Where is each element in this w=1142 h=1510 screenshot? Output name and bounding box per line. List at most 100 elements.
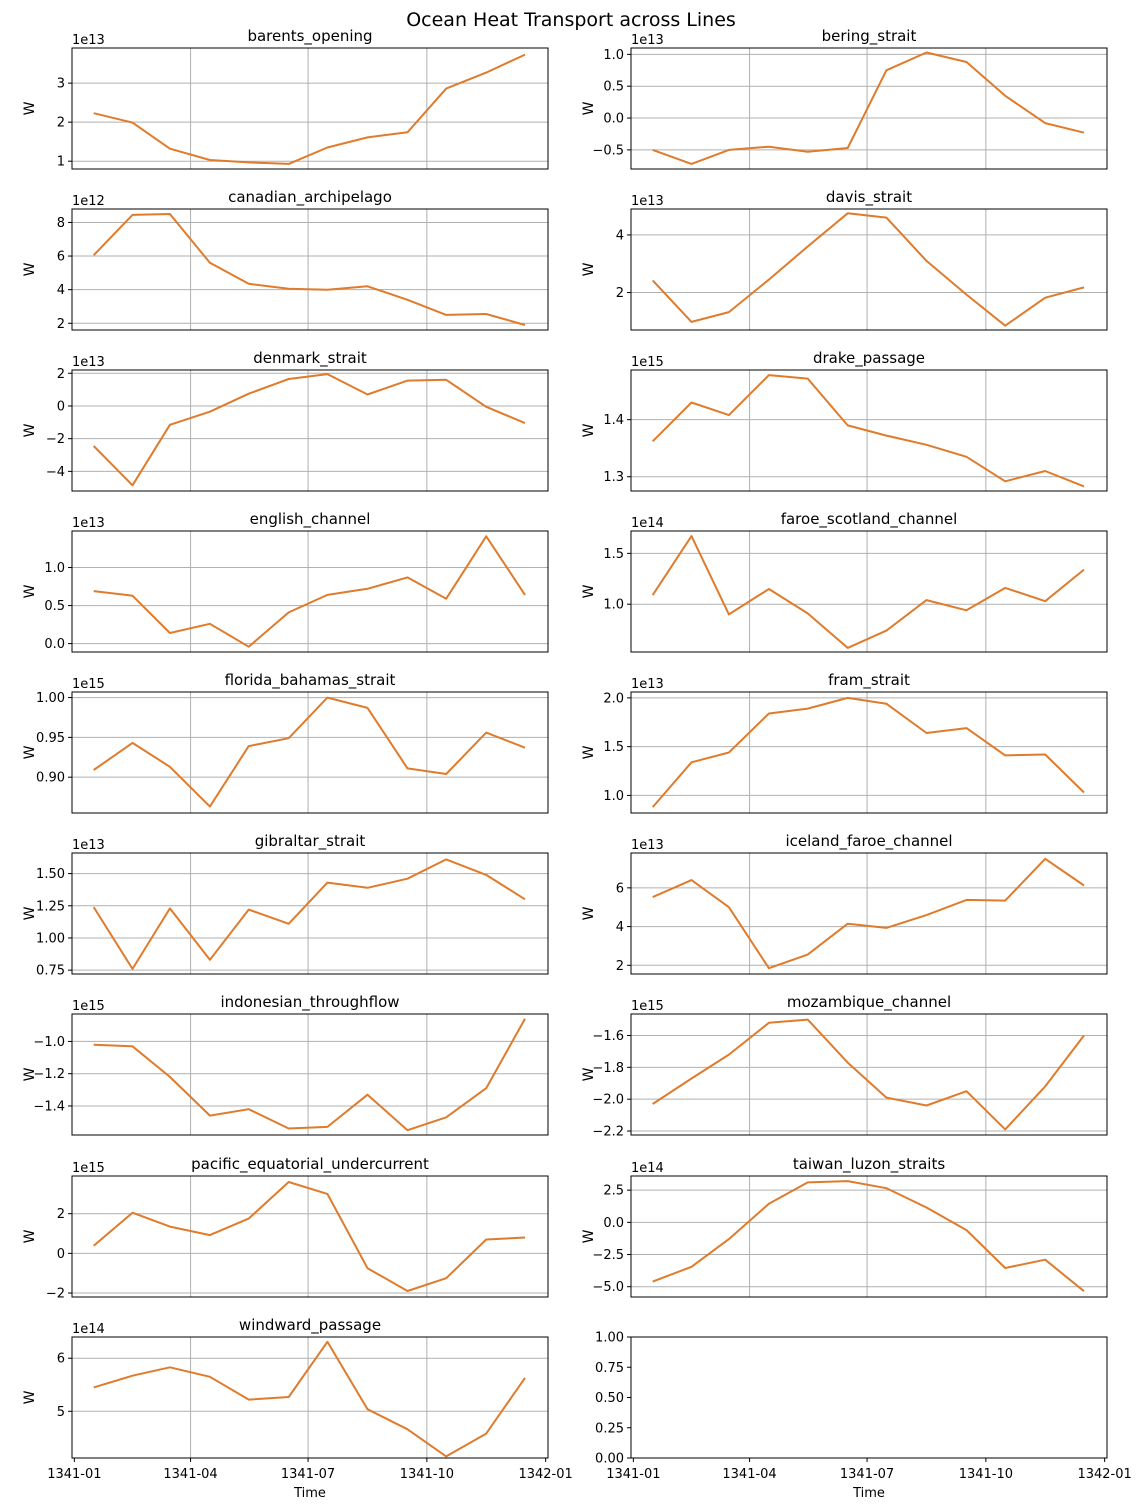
subplot-denmark_strait: −4 −2 0 2 denmark_strait 1e13 W bbox=[22, 349, 549, 492]
y-tick-label: 1.00 bbox=[36, 691, 65, 706]
y-tick-label: 0.75 bbox=[36, 964, 65, 979]
plot-frame bbox=[71, 691, 549, 814]
y-tick-label: 8 bbox=[57, 216, 65, 231]
subplot-title: faroe_scotland_channel bbox=[781, 510, 958, 529]
y-tick-label: −4 bbox=[46, 465, 65, 480]
y-tick-label: 0.5 bbox=[44, 599, 65, 614]
y-tick-label: 0.0 bbox=[603, 1216, 624, 1231]
subplot-title: denmark_strait bbox=[253, 349, 367, 368]
figure-title: Ocean Heat Transport across Lines bbox=[406, 9, 736, 31]
subplot-title: barents_opening bbox=[247, 27, 372, 46]
y-tick-label: 0.5 bbox=[603, 80, 624, 95]
y-tick-label: 1.3 bbox=[603, 470, 624, 485]
y-tick-label: 0 bbox=[57, 1247, 65, 1262]
x-tick-label: 1341-01 bbox=[606, 1467, 660, 1482]
plot-frame bbox=[630, 369, 1108, 492]
y-tick-label: −1.8 bbox=[592, 1061, 624, 1076]
subplot-title: fram_strait bbox=[828, 671, 910, 690]
scale-offset-label: 1e12 bbox=[72, 194, 105, 209]
series-line bbox=[92, 213, 526, 326]
subplot-canadian_archipelago: 2 4 6 8 canadian_archipelago 1e12 W bbox=[22, 188, 549, 332]
y-tick-label: 3 bbox=[57, 77, 65, 92]
series-line bbox=[652, 1180, 1085, 1292]
subplot-gibraltar_strait: 0.75 1.00 1.25 1.50 gibraltar_strait 1e13 W bbox=[22, 832, 549, 979]
subplot-title: pacific_equatorial_undercurrent bbox=[191, 1155, 429, 1174]
x-tick-label: 1341-01 bbox=[47, 1467, 101, 1482]
x-tick-label: 1341-04 bbox=[722, 1467, 776, 1482]
y-tick-label: 2 bbox=[57, 116, 65, 131]
y-axis-label: W bbox=[22, 584, 38, 598]
scale-offset-label: 1e15 bbox=[631, 999, 664, 1014]
scale-offset-label: 1e14 bbox=[631, 1161, 664, 1176]
y-tick-label: 6 bbox=[57, 1352, 65, 1367]
subplot-title: indonesian_throughflow bbox=[220, 993, 399, 1012]
scale-offset-label: 1e13 bbox=[631, 194, 664, 209]
series-line bbox=[93, 53, 526, 165]
y-tick-label: −1.2 bbox=[33, 1067, 65, 1082]
scale-offset-label: 1e14 bbox=[631, 516, 664, 531]
y-tick-label: 1.25 bbox=[36, 899, 65, 914]
subplot-mozambique_channel: −2.2 −2.0 −1.8 −1.6 mozambique_channel 1e15 W bbox=[581, 993, 1108, 1140]
series-line bbox=[92, 858, 526, 970]
y-axis-label: W bbox=[22, 262, 38, 276]
x-tick-label: 1341-04 bbox=[163, 1467, 217, 1482]
subplot-title: bering_strait bbox=[822, 27, 917, 46]
subplot-title: english_channel bbox=[250, 510, 371, 529]
scale-offset-label: 1e13 bbox=[631, 677, 664, 692]
y-tick-label: 1.0 bbox=[603, 789, 624, 804]
y-tick-label: 4 bbox=[616, 920, 624, 935]
y-tick-label: 0.0 bbox=[603, 112, 624, 127]
y-axis-label: W bbox=[581, 1067, 597, 1081]
subplot-title: drake_passage bbox=[813, 349, 925, 368]
y-tick-label: 0.75 bbox=[595, 1361, 624, 1376]
series-line bbox=[651, 212, 1085, 327]
series-line bbox=[651, 535, 1085, 649]
y-axis-label: W bbox=[22, 1229, 38, 1243]
plot-frame bbox=[630, 208, 1108, 331]
y-tick-label: −1.6 bbox=[592, 1029, 624, 1044]
y-tick-label: 1.0 bbox=[603, 598, 624, 613]
series-line bbox=[93, 1340, 526, 1458]
series-line bbox=[93, 696, 526, 808]
series-line bbox=[652, 51, 1085, 165]
y-tick-label: 4 bbox=[57, 283, 65, 298]
series-line bbox=[651, 696, 1085, 808]
scale-offset-label: 1e13 bbox=[631, 33, 664, 48]
y-tick-label: −5.0 bbox=[592, 1280, 624, 1295]
plot-frame bbox=[71, 1013, 549, 1136]
plot-frame bbox=[71, 530, 549, 653]
x-tick-label: 1342-01 bbox=[1077, 1467, 1131, 1482]
y-tick-label: 1.4 bbox=[603, 413, 624, 428]
subplot-title: davis_strait bbox=[826, 188, 912, 207]
y-tick-label: 0.0 bbox=[44, 637, 65, 652]
y-axis-label: W bbox=[581, 423, 597, 437]
y-tick-label: 1.0 bbox=[44, 561, 65, 576]
y-axis-label: W bbox=[22, 423, 38, 437]
y-tick-label: 0.25 bbox=[595, 1421, 624, 1436]
y-axis-label: W bbox=[22, 906, 38, 920]
y-tick-label: 1 bbox=[57, 155, 65, 170]
scale-offset-label: 1e13 bbox=[72, 355, 105, 370]
x-axis-label: Time bbox=[293, 1486, 326, 1501]
y-tick-label: 2 bbox=[57, 1207, 65, 1222]
series-line bbox=[93, 535, 526, 648]
series-line bbox=[92, 373, 526, 487]
y-tick-label: 4 bbox=[616, 228, 624, 243]
x-axis-label: Time bbox=[852, 1486, 885, 1501]
plot-frame bbox=[630, 1175, 1108, 1298]
plot-frame bbox=[630, 852, 1108, 975]
series-line bbox=[652, 857, 1085, 970]
y-tick-label: 2 bbox=[616, 959, 624, 974]
y-tick-label: 0 bbox=[57, 399, 65, 414]
y-tick-label: 6 bbox=[616, 881, 624, 896]
y-axis-label: W bbox=[581, 584, 597, 598]
subplot-grid: 1 2 3 barents_opening 1e13 W −0.5 0.0 0.5 1.0 beri… bbox=[22, 27, 1132, 1501]
plot-frame bbox=[630, 47, 1108, 170]
scale-offset-label: 1e13 bbox=[631, 838, 664, 853]
scale-offset-label: 1e13 bbox=[72, 33, 105, 48]
series-line bbox=[93, 1018, 526, 1132]
subplot-bering_strait: −0.5 0.0 0.5 1.0 bering_strait 1e13 W bbox=[581, 27, 1108, 170]
subplot-title: canadian_archipelago bbox=[228, 188, 392, 207]
